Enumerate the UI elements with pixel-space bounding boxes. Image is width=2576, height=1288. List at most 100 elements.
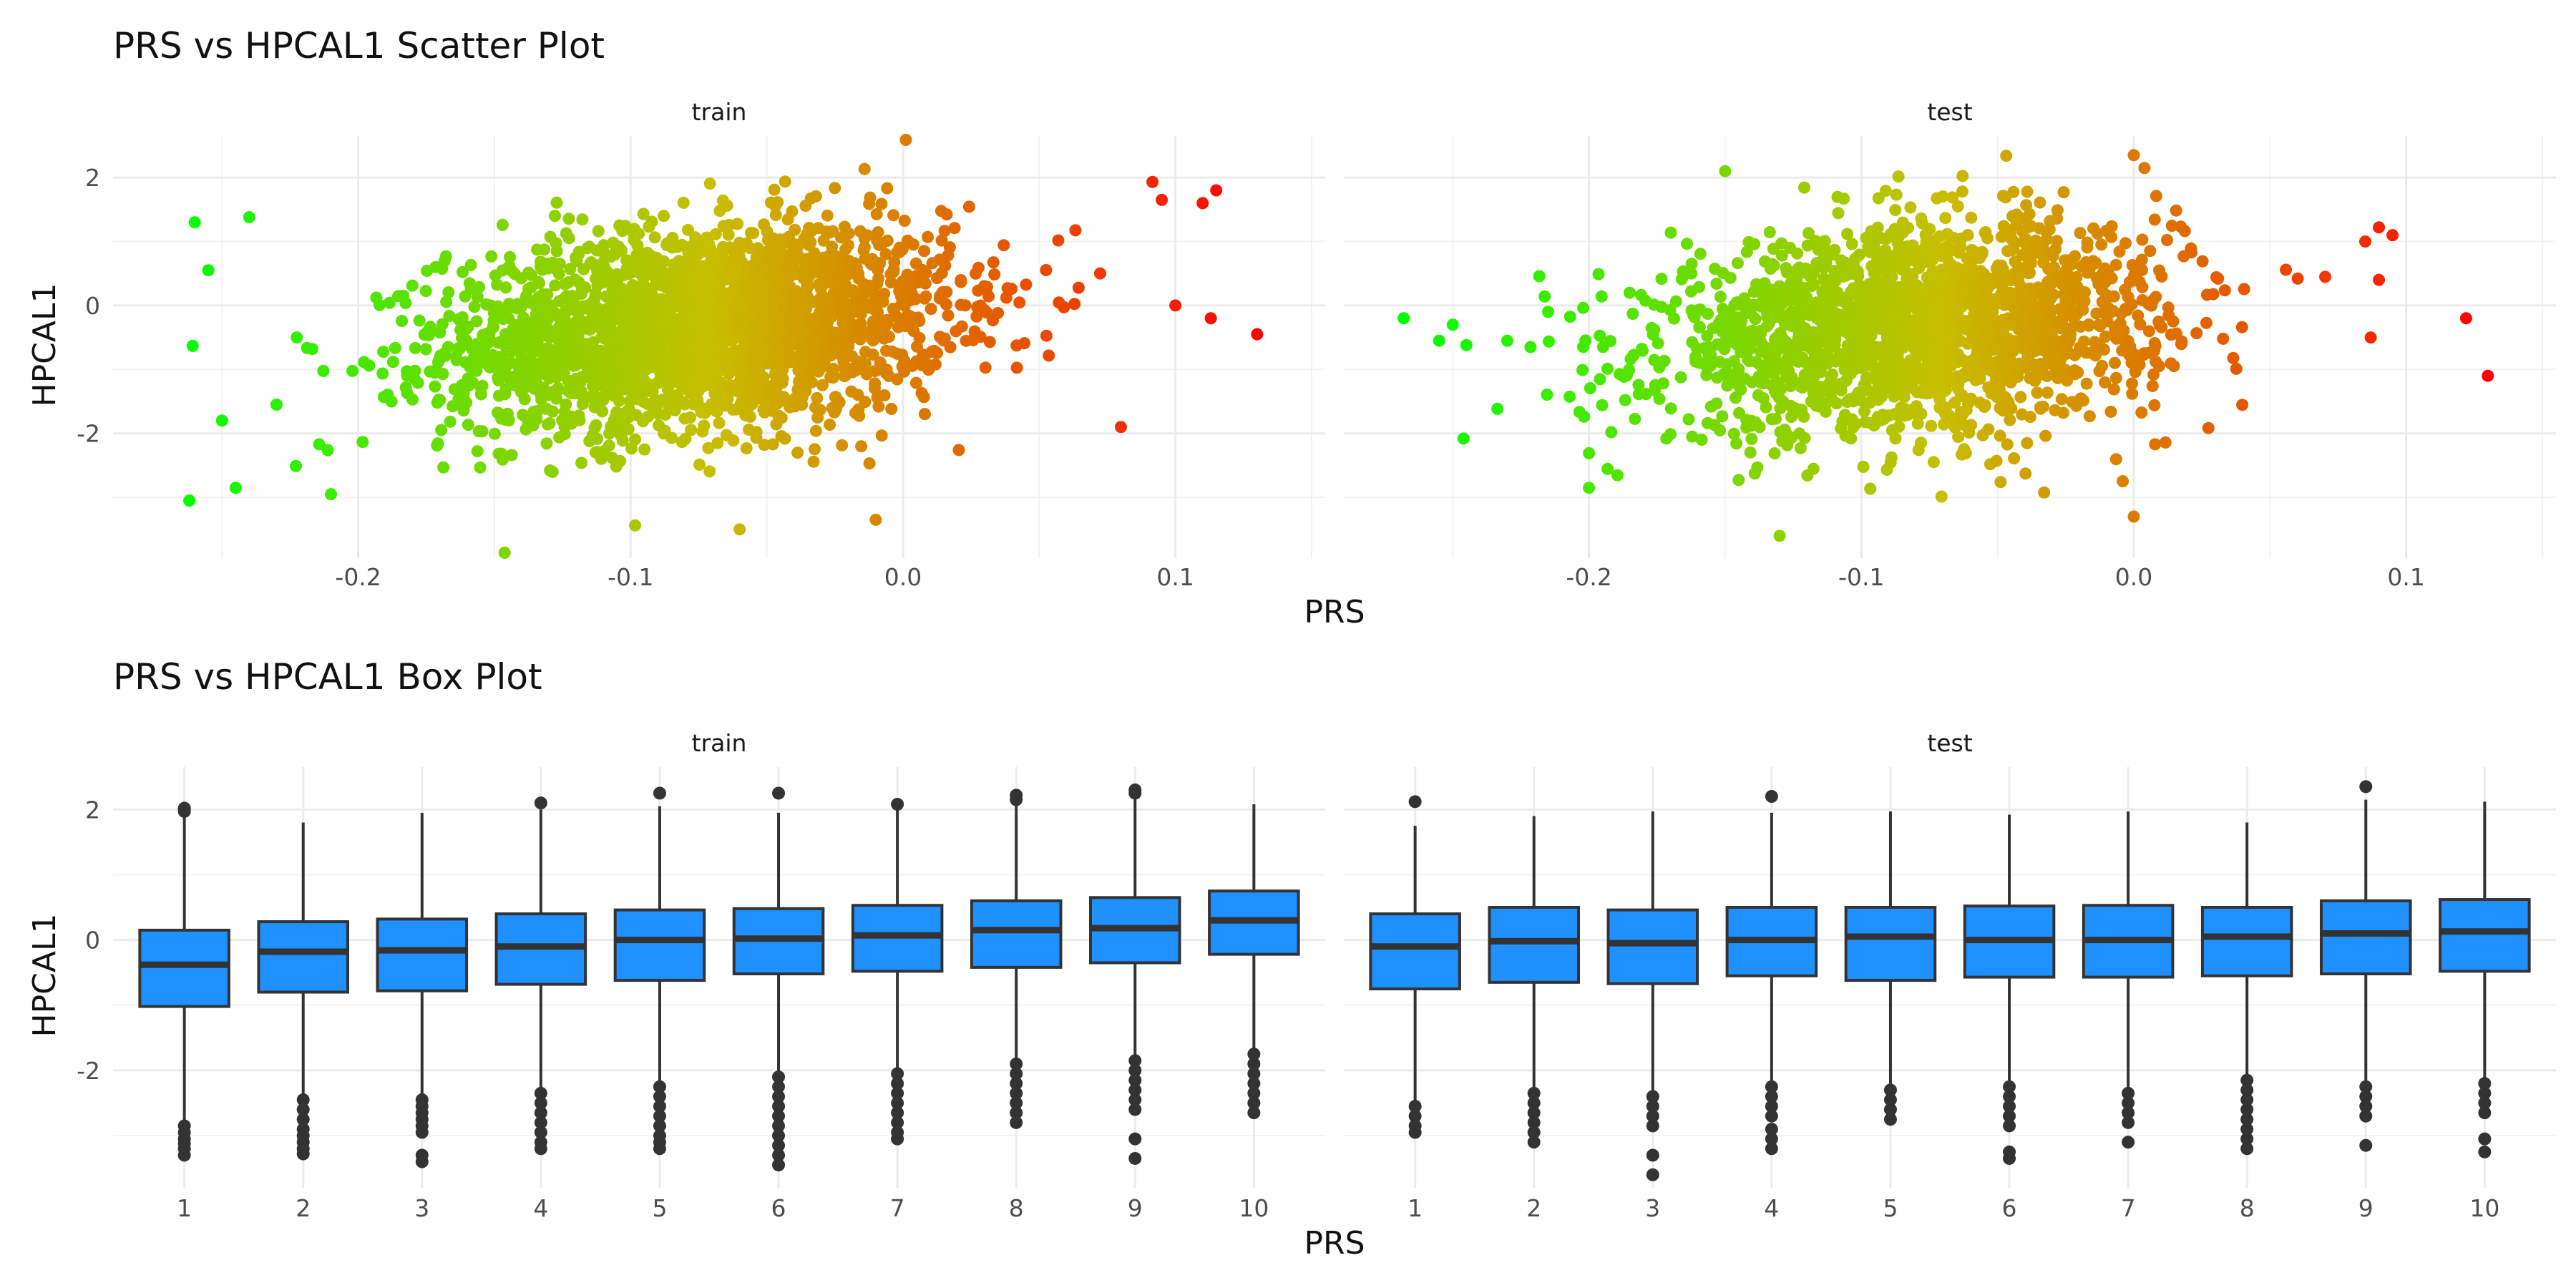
scatter-point	[665, 377, 677, 390]
scatter-point	[2064, 275, 2077, 288]
scatter-point	[558, 278, 571, 291]
scatter-point	[2459, 312, 2472, 325]
scatter-point	[605, 420, 618, 433]
scatter-point	[2057, 186, 2070, 199]
scatter-point	[1908, 315, 1921, 328]
scatter-point	[544, 299, 557, 312]
scatter-point	[580, 322, 593, 335]
scatter-point	[1576, 364, 1589, 376]
scatter-panel-train	[113, 134, 1325, 559]
scatter-point	[550, 346, 562, 358]
scatter-point	[444, 415, 457, 428]
scatter-point	[1976, 266, 1989, 279]
box-outlier	[177, 801, 191, 815]
scatter-point	[1460, 338, 1473, 351]
scatter-point	[2212, 272, 2225, 285]
scatter-point	[575, 457, 587, 469]
scatter-point	[1040, 264, 1053, 276]
scatter-point	[1716, 325, 1728, 338]
scatter-point	[811, 391, 824, 404]
scatter-point	[847, 284, 859, 297]
scatter-point	[502, 262, 514, 274]
scatter-point	[833, 300, 846, 313]
scatter-point	[1911, 408, 1924, 421]
scatter-point	[561, 333, 574, 346]
scatter-point	[522, 283, 535, 296]
scatter-point	[1674, 371, 1687, 384]
scatter-point	[1611, 469, 1624, 482]
scatter-point	[629, 519, 642, 532]
scatter-point	[1204, 312, 1217, 325]
scatter-point	[2126, 387, 2139, 400]
box-body	[138, 928, 230, 1008]
scatter-point	[202, 264, 215, 277]
scatter-point	[645, 215, 658, 228]
scatter-point	[1965, 419, 1978, 431]
scatter-point	[1916, 248, 1928, 260]
scatter-point	[1718, 336, 1731, 348]
scatter-point	[2000, 150, 2013, 162]
scatter-point	[2101, 291, 2114, 303]
scatter-point	[424, 365, 436, 378]
scatter-point	[2196, 255, 2209, 268]
scatter-point	[1768, 447, 1781, 459]
scatter-point	[2127, 510, 2140, 523]
box-outlier	[1247, 1048, 1261, 1061]
scatter-x-tick-label: 0.1	[1156, 563, 1194, 591]
scatter-point	[574, 376, 587, 389]
scatter-point	[695, 342, 708, 355]
scatter-point	[452, 342, 465, 355]
box-outlier	[534, 1106, 547, 1120]
scatter-point	[833, 396, 846, 409]
scatter-point	[2021, 185, 2034, 198]
scatter-point	[1953, 372, 1966, 385]
scatter-point	[1043, 349, 1055, 362]
scatter-point	[443, 310, 456, 323]
scatter-point	[438, 255, 451, 268]
scatter-point	[1840, 319, 1853, 331]
scatter-point	[2117, 475, 2129, 487]
scatter-point	[1605, 426, 1618, 439]
scatter-point	[1775, 333, 1788, 346]
box-outlier	[772, 1100, 786, 1113]
scatter-point	[1880, 248, 1893, 260]
scatter-point	[456, 399, 469, 411]
scatter-point	[1797, 281, 1810, 294]
scatter-point	[809, 443, 821, 456]
scatter-point	[2113, 245, 2126, 258]
scatter-point	[522, 266, 535, 279]
scatter-point	[1826, 307, 1839, 320]
scatter-point	[1936, 321, 1948, 333]
box-outlier	[772, 1080, 786, 1093]
scatter-point	[1896, 263, 1908, 276]
scatter-point	[1767, 368, 1780, 381]
scatter-point	[2105, 230, 2118, 243]
scatter-point	[1657, 377, 1669, 390]
scatter-point	[529, 344, 542, 357]
scatter-point	[860, 368, 873, 381]
scatter-point	[613, 219, 626, 232]
scatter-point	[346, 364, 358, 377]
scatter-point	[955, 275, 967, 288]
scatter-point	[2079, 286, 2092, 298]
scatter-point	[1814, 314, 1827, 327]
scatter-point	[1838, 192, 1850, 205]
scatter-point	[2107, 383, 2120, 396]
scatter-point	[516, 375, 529, 388]
scatter-point	[1682, 413, 1695, 426]
scatter-point	[997, 239, 1010, 252]
box-outlier	[534, 1126, 547, 1139]
scatter-point	[1785, 411, 1797, 424]
scatter-point	[510, 302, 523, 315]
scatter-point	[1934, 361, 1947, 374]
scatter-point	[595, 366, 608, 379]
box-outlier	[653, 1090, 666, 1103]
scatter-point	[1857, 460, 1870, 473]
scatter-point	[431, 439, 444, 452]
scatter-point	[1893, 320, 1906, 333]
scatter-point	[1757, 291, 1770, 303]
scatter-point	[918, 245, 930, 258]
box-x-axis-title: PRS	[1304, 1225, 1365, 1262]
scatter-point	[643, 357, 656, 370]
scatter-point	[1750, 326, 1762, 338]
